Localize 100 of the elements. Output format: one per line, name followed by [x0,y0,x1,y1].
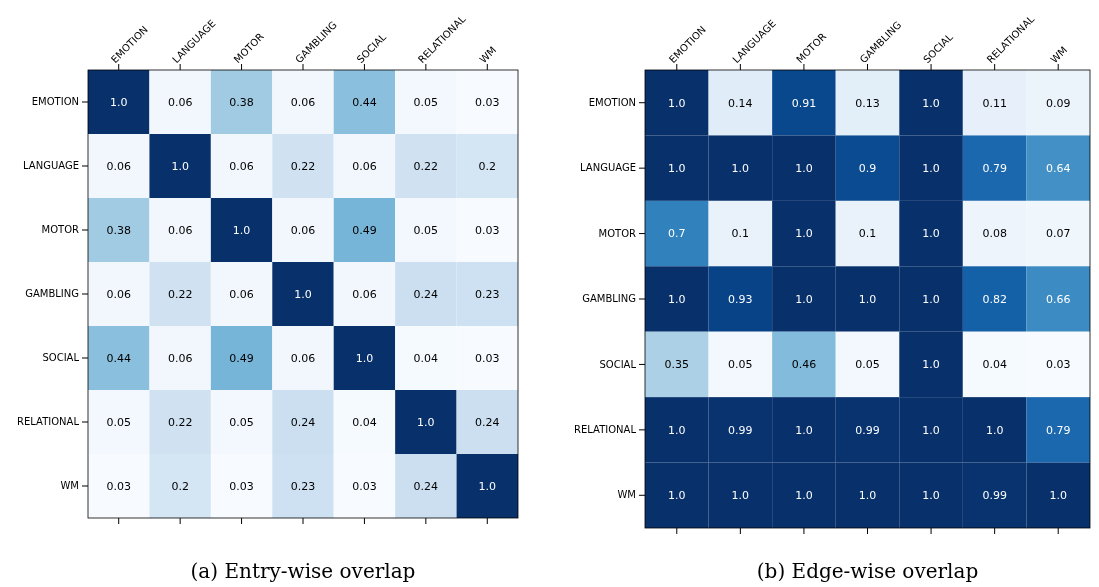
x-tick-label: WM [477,44,499,66]
data-label: 0.04 [982,358,1007,372]
y-tick-label: RELATIONAL [17,416,80,428]
data-label: 1.0 [922,358,940,372]
data-label: 0.46 [791,358,817,372]
data-label: 1.0 [355,351,374,365]
data-label: 0.22 [290,159,316,173]
data-label: 0.1 [858,227,877,241]
data-label: 0.82 [982,292,1007,306]
data-label: 1.0 [922,423,940,437]
text: (b) Edge-wise overlap [756,559,979,583]
data-label: 1.0 [922,227,940,241]
y-tick-label: EMOTION [588,96,636,108]
data-label: 1.0 [668,423,686,437]
data-label: 0.05 [413,95,439,109]
text: (a) Entry-wise overlap [190,559,416,583]
data-label: 0.14 [728,96,753,110]
data-label: 1.0 [668,489,686,503]
y-tick-label: MOTOR [41,224,80,236]
data-label: 0.24 [413,287,439,301]
y-tick-label: RELATIONAL [574,424,637,436]
data-label: 1.0 [795,292,813,306]
y-tick-label: EMOTION [31,96,79,108]
data-label: 0.9 [858,161,877,175]
data-label: 0.13 [855,96,880,110]
y-tick-label: SOCIAL [42,352,80,364]
data-label: 0.38 [106,223,131,237]
data-label: 1.0 [478,479,497,493]
data-label: 0.2 [171,479,189,493]
data-label: 0.06 [167,223,193,237]
y-tick-label: MOTOR [598,227,637,239]
data-label: 0.07 [1045,227,1071,241]
data-label: 0.79 [1045,423,1071,437]
data-label: 0.35 [664,358,690,372]
data-label: 0.22 [413,159,439,173]
data-label: 1.0 [795,227,813,241]
data-label: 1.0 [417,415,435,429]
data-label: 0.93 [728,292,753,306]
data-label: 0.05 [855,358,880,372]
y-tick-label: LANGUAGE [23,160,79,172]
data-label: 0.99 [982,489,1007,503]
data-label: 1.0 [985,423,1004,437]
y-tick-label: LANGUAGE [580,162,636,174]
y-tick-label: GAMBLING [25,288,79,300]
data-label: 1.0 [922,96,940,110]
data-label: 0.03 [475,95,500,109]
data-label: 1.0 [858,489,877,503]
data-label: 1.0 [922,161,940,175]
y-tick-label: GAMBLING [582,293,636,305]
data-label: 0.24 [475,415,500,429]
data-label: 0.2 [478,159,497,173]
data-label: 0.06 [229,159,254,173]
data-label: 0.64 [1045,161,1071,175]
data-label: 0.05 [229,415,254,429]
data-label: 0.04 [352,415,377,429]
data-label: 0.04 [413,351,439,365]
data-label: 0.22 [167,287,193,301]
data-label: 0.23 [290,479,316,493]
data-label: 1.0 [668,96,686,110]
data-label: 0.08 [982,227,1007,241]
data-label: 0.06 [229,287,254,301]
data-label: 0.23 [475,287,500,301]
data-label: 0.03 [352,479,377,493]
data-label: 0.06 [352,287,377,301]
data-label: 0.09 [1045,96,1071,110]
data-label: 1.0 [1049,489,1067,503]
data-label: 0.06 [106,159,131,173]
data-label: 1.0 [668,292,686,306]
data-label: 1.0 [922,489,940,503]
data-label: 1.0 [731,489,750,503]
data-label: 0.05 [728,358,753,372]
data-label: 0.99 [855,423,880,437]
data-label: 1.0 [795,489,813,503]
data-label: 0.1 [731,227,750,241]
data-label: 0.11 [982,96,1007,110]
data-label: 0.03 [106,479,131,493]
data-label: 0.49 [229,351,254,365]
data-label: 0.22 [167,415,193,429]
data-label: 0.03 [229,479,254,493]
data-label: 0.99 [728,423,753,437]
data-label: 0.06 [167,95,193,109]
data-label: 0.06 [290,351,316,365]
data-label: 1.0 [171,159,189,173]
data-label: 0.03 [475,223,500,237]
y-tick-label: WM [60,480,79,492]
data-label: 0.05 [413,223,439,237]
data-label: 0.38 [229,95,254,109]
data-label: 0.91 [791,96,817,110]
y-tick-label: WM [617,489,636,501]
data-label: 0.03 [475,351,500,365]
y-tick-label: SOCIAL [599,358,637,370]
data-label: 0.24 [290,415,316,429]
data-label: 0.05 [106,415,131,429]
x-tick-label: WM [1048,44,1070,66]
data-label: 0.49 [352,223,377,237]
data-label: 0.06 [352,159,377,173]
data-label: 1.0 [294,287,312,301]
data-label: 1.0 [795,423,813,437]
data-label: 0.66 [1045,292,1071,306]
data-label: 0.79 [982,161,1007,175]
